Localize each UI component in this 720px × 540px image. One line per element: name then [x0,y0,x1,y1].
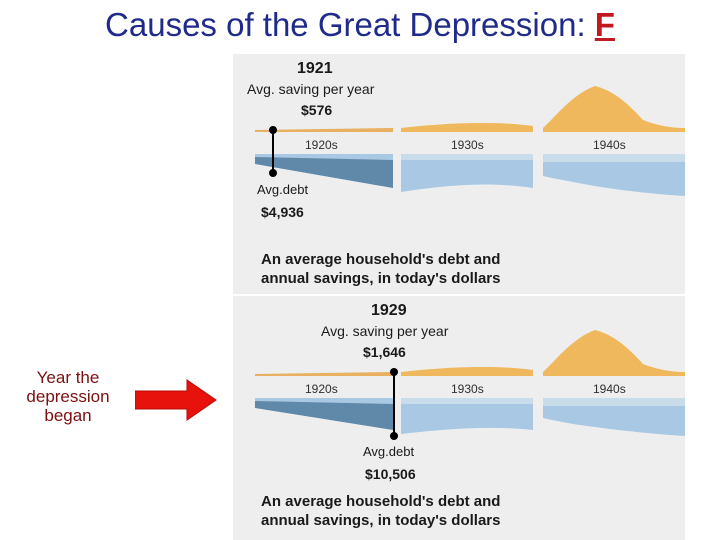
saving-label: Avg. saving per year [247,81,375,97]
title-accent-letter: F [594,6,615,43]
caption-line-2: annual savings, in today's dollars [261,270,501,287]
debt-label: Avg.debt [257,182,309,197]
decade-label-1940s: 1940s [593,138,626,152]
depression-start-label: Year the depression began [26,368,110,425]
decade-label-1930s: 1930s [451,138,484,152]
debt-amount: $10,506 [365,466,416,482]
title-main: Causes of the Great Depression: [105,6,595,43]
panel-year: 1929 [371,302,407,319]
year-marker-1921 [269,126,277,177]
chart-panel-1929: 1929 Avg. saving per year $1,646 1920s 1… [233,296,685,540]
decade-label-1920s: 1920s [305,138,338,152]
panel-year: 1921 [297,60,333,77]
caption-line-2: annual savings, in today's dollars [261,512,501,529]
chart-panel-1921: 1921 Avg. saving per year $576 1920s 193… [233,54,685,294]
decade-label-1930s: 1930s [451,382,484,396]
debt-label: Avg.debt [363,444,415,459]
saving-amount: $1,646 [363,344,406,360]
savings-band [255,86,685,132]
right-arrow-icon [135,379,217,421]
caption-line-1: An average household's debt and [261,251,501,268]
debt-amount: $4,936 [261,204,304,220]
saving-amount: $576 [301,102,333,118]
savings-debt-chart-1929 [255,330,685,440]
savings-debt-chart-1921 [255,86,685,196]
year-marker-1929 [390,368,398,440]
decade-label-1920s: 1920s [305,382,338,396]
saving-label: Avg. saving per year [321,323,449,339]
debt-band [255,154,685,196]
debt-band [255,398,685,436]
savings-band [255,330,685,376]
caption-line-1: An average household's debt and [261,493,501,510]
decade-label-1940s: 1940s [593,382,626,396]
slide-title: Causes of the Great Depression: F [0,6,720,44]
